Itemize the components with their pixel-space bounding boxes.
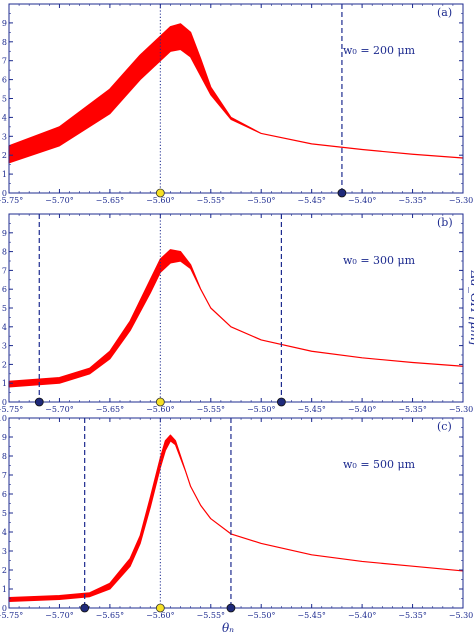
x-tick-label: −5.60° — [146, 611, 175, 620]
center-marker — [155, 188, 165, 198]
center-marker — [155, 603, 165, 613]
panel-label: (b) — [437, 216, 453, 229]
y-tick-label: 0 — [2, 604, 7, 613]
x-tick-label: −5.50° — [247, 611, 276, 620]
y-tick-label: 9 — [2, 433, 7, 442]
x-tick-label: −5.50° — [247, 405, 276, 414]
x-tick-label: −5.30° — [449, 405, 474, 414]
y-tick-label: 8 — [2, 38, 7, 47]
x-tick-label: −5.30° — [449, 611, 474, 620]
y-tick-label: 8 — [2, 452, 7, 461]
plot-frame — [8, 417, 464, 609]
y-tick-label: 2 — [2, 566, 7, 575]
y-tick-label: 8 — [2, 248, 7, 257]
panel-label: (c) — [437, 420, 452, 433]
y-tick-label: 6 — [2, 285, 7, 294]
edge-marker — [226, 603, 236, 613]
y-tick-label: 0 — [2, 398, 7, 407]
x-tick-label: −5.55° — [197, 405, 226, 414]
y-axis-label: Δd_GH [μm] — [468, 270, 474, 346]
y-tick-label: 5 — [2, 95, 7, 104]
uncertainty-band — [8, 249, 464, 388]
y-tick-label: 2 — [2, 151, 7, 160]
x-tick-label: −5.65° — [96, 405, 125, 414]
x-tick-label: −5.35° — [398, 611, 427, 620]
x-tick-label: −5.55° — [197, 196, 226, 205]
uncertainty-band — [8, 23, 464, 164]
edge-marker — [276, 397, 286, 407]
y-tick-label: 7 — [2, 266, 7, 275]
x-tick-label: −5.45° — [297, 611, 326, 620]
y-tick-label: 1 — [2, 379, 7, 388]
x-tick-label: −5.50° — [247, 196, 276, 205]
y-tick-label: 4 — [2, 528, 7, 537]
x-tick-label: −5.40° — [348, 196, 377, 205]
x-tick-label: −5.75° — [0, 405, 23, 414]
x-tick-label: −5.55° — [197, 611, 226, 620]
y-tick-label: 3 — [2, 547, 7, 556]
x-tick-label: −5.40° — [348, 611, 377, 620]
y-tick-label: 4 — [2, 323, 7, 332]
panel-a: −5.75° −5.70° −5.65° −5.60° −5.55° −5.50° −5.4… — [0, 3, 474, 205]
y-tick-label: 3 — [2, 132, 7, 141]
x-tick-label: −5.40° — [348, 405, 377, 414]
x-tick-label: −5.70° — [45, 196, 74, 205]
y-tick-label: 9 — [2, 19, 7, 28]
x-tick-label: −5.60° — [146, 405, 175, 414]
panel-label: (a) — [437, 6, 452, 19]
x-tick-label: −5.45° — [297, 405, 326, 414]
x-tick-label: −5.65° — [96, 196, 125, 205]
x-tick-label: −5.35° — [398, 196, 427, 205]
uncertainty-band — [8, 434, 464, 602]
edge-marker — [80, 603, 90, 613]
edge-marker — [337, 188, 347, 198]
center-marker — [155, 397, 165, 407]
y-tick-label: 5 — [2, 304, 7, 313]
y-tick-label: 3 — [2, 342, 7, 351]
y-tick-label: 6 — [2, 490, 7, 499]
beam-waist-annotation: w₀ = 500 μm — [343, 458, 416, 471]
y-tick-label: 7 — [2, 57, 7, 66]
x-tick-label: −5.75° — [0, 196, 23, 205]
panel-c: −5.75° −5.70° −5.65° −5.60° −5.55° −5.50° −5.4… — [0, 414, 474, 635]
x-tick-label: −5.45° — [297, 196, 326, 205]
beam-waist-annotation: w₀ = 300 μm — [343, 254, 416, 267]
y-tick-label: 1 — [2, 170, 7, 179]
x-tick-label: −5.65° — [96, 611, 125, 620]
y-tick-label: 9 — [2, 229, 7, 238]
x-tick-label: −5.70° — [45, 611, 74, 620]
beam-waist-annotation: w₀ = 200 μm — [343, 44, 416, 57]
edge-marker — [34, 397, 44, 407]
y-tick-label: 0 — [2, 189, 7, 198]
panel-b: −5.75° −5.70° −5.65° −5.60° −5.55° −5.50° −5.4… — [0, 213, 474, 414]
x-tick-label: −5.60° — [146, 196, 175, 205]
x-tick-label: −5.35° — [398, 405, 427, 414]
x-tick-label: −5.75° — [0, 611, 23, 620]
y-tick-label: 6 — [2, 76, 7, 85]
plot-frame — [8, 3, 464, 194]
y-tick-label: 5 — [2, 509, 7, 518]
x-axis-label: θₙ — [222, 621, 234, 635]
y-tick-label: 10 — [0, 414, 7, 423]
x-tick-label: −5.30° — [449, 196, 474, 205]
y-tick-label: 4 — [2, 113, 7, 122]
y-tick-label: 7 — [2, 471, 7, 480]
y-tick-label: 2 — [2, 360, 7, 369]
x-tick-label: −5.70° — [45, 405, 74, 414]
y-tick-label: 1 — [2, 585, 7, 594]
